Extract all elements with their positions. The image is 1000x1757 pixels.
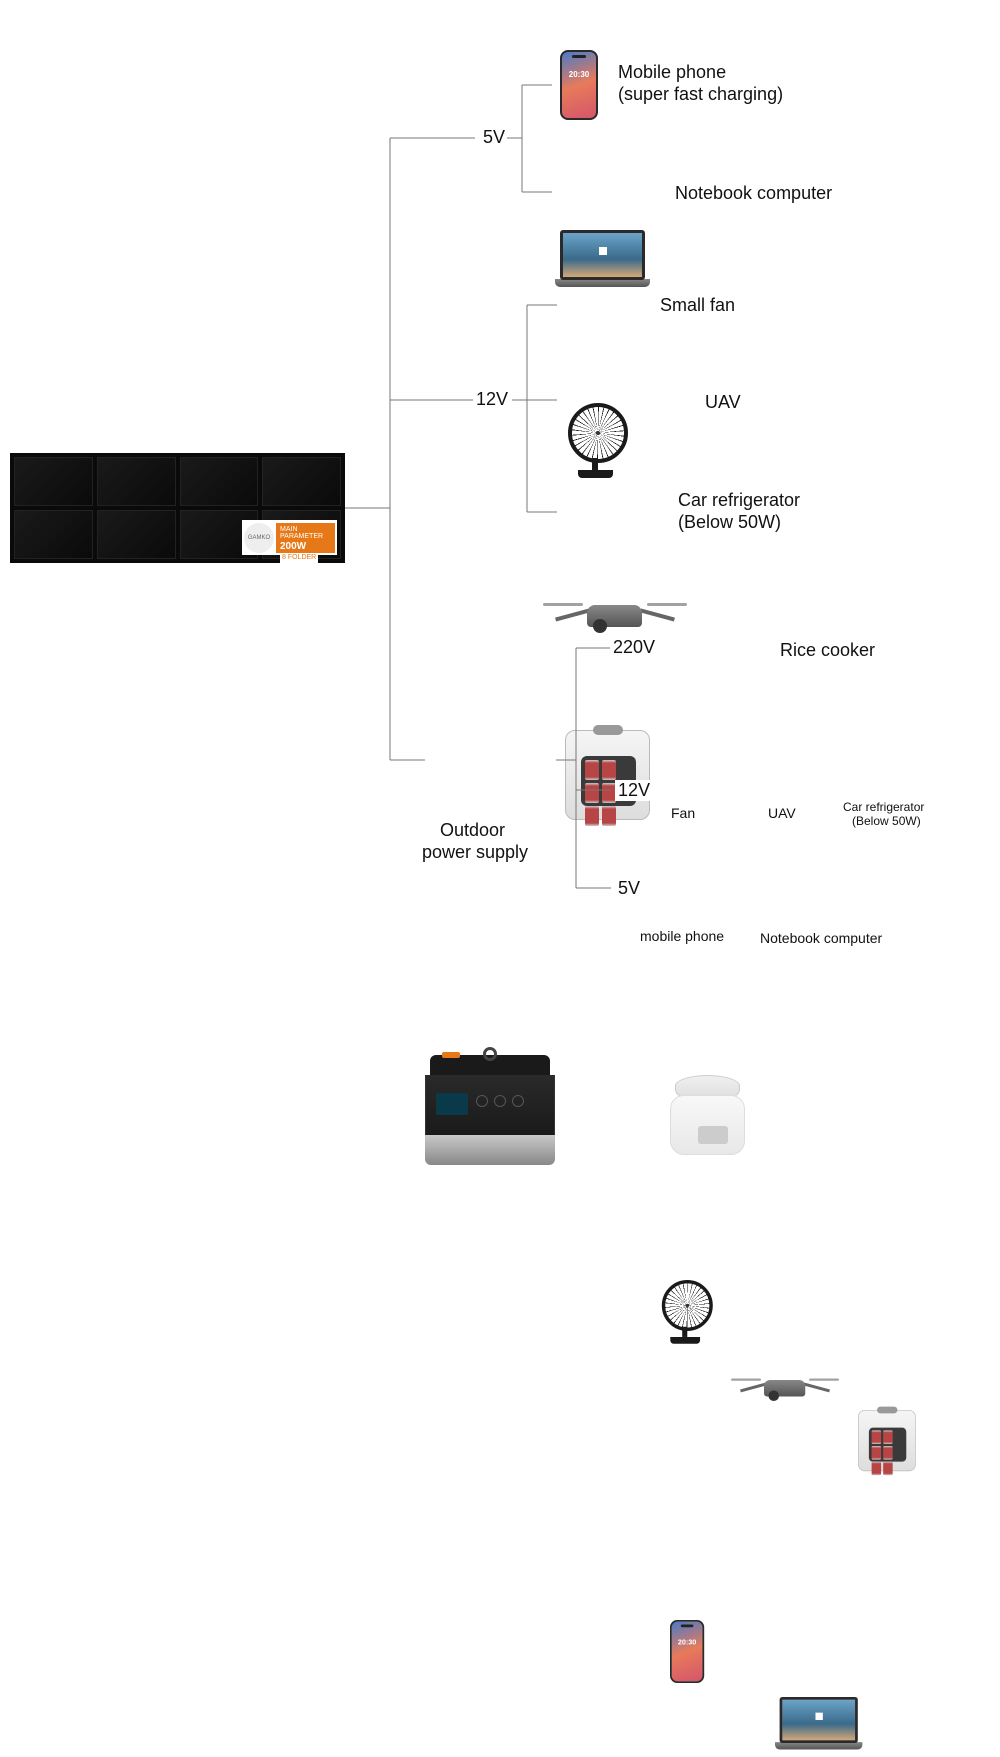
drone-label-small: UAV: [768, 805, 796, 821]
panel-badge: GAMKO MAIN PARAMETER 200W 8 FOLDER: [242, 520, 337, 555]
solar-cell: [97, 457, 176, 506]
main-trunk: [345, 100, 545, 800]
laptop-icon-small: [775, 1697, 862, 1757]
powerstation-icon: [425, 1055, 555, 1165]
phone-label: Mobile phone: [618, 62, 726, 83]
fan-label: Small fan: [660, 295, 735, 316]
fan-label-small: Fan: [671, 805, 695, 821]
cooker-icon: [665, 1075, 750, 1155]
voltage-5v: 5V: [480, 127, 508, 148]
voltage-12v-sub: 12V: [615, 780, 653, 801]
folder-count: 8 FOLDER: [280, 553, 318, 563]
solar-panel: GAMKO MAIN PARAMETER 200W 8 FOLDER: [10, 453, 345, 563]
solar-cell: [180, 457, 259, 506]
fridge-icon: [565, 730, 650, 820]
brand-logo-icon: GAMKO: [244, 523, 274, 553]
voltage-12v: 12V: [473, 389, 511, 410]
voltage-5v-sub: 5V: [615, 878, 643, 899]
drone-icon: [555, 585, 675, 640]
laptop-label-small: Notebook computer: [760, 930, 882, 946]
powerstation-sublabel: power supply: [422, 842, 528, 863]
wattage: 200W: [280, 541, 331, 552]
laptop-icon: [555, 230, 650, 295]
phone-sublabel: (super fast charging): [618, 84, 783, 105]
powerstation-label: Outdoor: [440, 820, 505, 841]
fridge-sublabel: (Below 50W): [678, 512, 781, 533]
phone-icon-small: 20:30: [670, 1620, 704, 1683]
solar-cell: [14, 510, 93, 559]
phone-icon: 20:30: [560, 50, 598, 120]
fan-icon: [560, 403, 630, 478]
param-header: MAIN PARAMETER: [280, 526, 331, 541]
fridge-sublabel-small: (Below 50W): [852, 814, 921, 828]
solar-cell: [14, 457, 93, 506]
cooker-label: Rice cooker: [780, 640, 875, 661]
fridge-label: Car refrigerator: [678, 490, 800, 511]
fridge-label-small: Car refrigerator: [843, 800, 924, 814]
laptop-label: Notebook computer: [675, 183, 832, 204]
branch-5v: [507, 70, 567, 210]
drone-label: UAV: [705, 392, 741, 413]
phone-time: 20:30: [562, 70, 596, 79]
drone-icon-small: [740, 1365, 830, 1406]
phone-time: 20:30: [672, 1638, 703, 1646]
fridge-icon-small: [858, 1410, 916, 1471]
voltage-220v: 220V: [610, 637, 658, 658]
fan-icon-small: [655, 1280, 715, 1344]
phone-label-small: mobile phone: [640, 928, 724, 944]
badge-text: MAIN PARAMETER 200W 8 FOLDER: [276, 523, 335, 553]
solar-cell: [97, 510, 176, 559]
solar-cell: [262, 457, 341, 506]
